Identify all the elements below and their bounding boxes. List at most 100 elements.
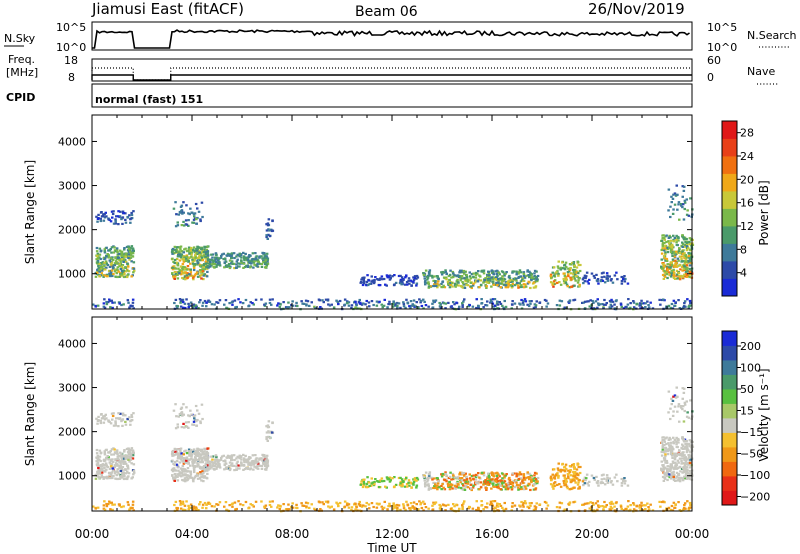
velocity-cell — [604, 505, 607, 508]
velocity-cell — [131, 503, 135, 506]
velocity-cell — [556, 472, 559, 475]
velocity-cell — [195, 465, 198, 468]
velocity-cell — [667, 390, 671, 393]
power-cell — [478, 286, 481, 289]
power-cell — [670, 245, 673, 248]
velocity-cell — [620, 477, 623, 481]
power-cell — [526, 303, 529, 306]
velocity-cell — [126, 501, 130, 504]
velocity-cell — [573, 472, 576, 475]
velocity-cell — [130, 413, 133, 417]
power-cell — [426, 276, 430, 279]
velocity-cell — [291, 502, 294, 505]
power-cell — [246, 258, 250, 262]
power-cell — [604, 303, 607, 306]
velocity-cell — [127, 458, 130, 461]
velocity-cell — [179, 407, 183, 410]
velocity-cell — [216, 464, 219, 467]
velocity-cell — [505, 484, 509, 487]
station-title: Jiamusi East (fitACF) — [91, 0, 244, 18]
velocity-cell — [201, 456, 204, 459]
velocity-cell — [487, 472, 490, 475]
power-cell — [597, 282, 600, 285]
velocity-cell — [114, 422, 117, 425]
velocity-cell — [572, 477, 575, 480]
power-cell — [116, 275, 119, 279]
power-cell — [686, 256, 690, 259]
power-cell — [193, 259, 196, 262]
power-cell — [562, 279, 566, 282]
velocity-cell — [441, 472, 445, 476]
power-cell — [120, 303, 123, 307]
power-cell — [688, 273, 692, 276]
power-cell — [511, 300, 514, 303]
power-cell — [113, 246, 116, 249]
power-cell — [108, 298, 111, 301]
power-cell — [173, 275, 177, 278]
velocity-cell — [511, 502, 514, 505]
velocity-cell — [256, 460, 259, 463]
velocity-cell — [251, 504, 254, 507]
velocity-cell — [534, 508, 537, 511]
velocity-cell — [465, 476, 468, 479]
power-cell — [105, 246, 108, 249]
velocity-cell — [240, 462, 243, 465]
power-cell — [687, 252, 690, 255]
velocity-cell — [105, 464, 108, 467]
power-cell — [439, 303, 442, 306]
power-cell — [673, 304, 676, 307]
colorbar-swatch — [722, 243, 737, 262]
power-cell — [665, 259, 669, 262]
velocity-cell — [670, 474, 673, 477]
power-cell — [432, 284, 435, 288]
velocity-cell — [111, 467, 115, 470]
power-cell — [572, 299, 575, 302]
power-cell — [268, 235, 272, 238]
colorbar-swatch — [722, 191, 737, 209]
power-cell — [375, 304, 379, 307]
velocity-cell — [482, 471, 485, 474]
power-cell — [549, 273, 553, 276]
power-cell — [179, 256, 183, 259]
velocity-cell — [665, 459, 669, 463]
velocity-cell — [113, 448, 116, 451]
velocity-cell — [129, 455, 133, 458]
velocity-cell — [264, 468, 267, 471]
power-cell — [620, 275, 623, 279]
velocity-cell — [129, 423, 132, 426]
power-cell — [178, 210, 182, 214]
power-cell — [667, 188, 671, 191]
velocity-cell — [96, 454, 100, 457]
velocity-cell — [172, 409, 176, 412]
power-cell — [434, 284, 438, 287]
power-cell — [424, 269, 428, 272]
velocity-cell — [505, 473, 508, 476]
velocity-cell — [179, 450, 182, 453]
velocity-cell — [265, 437, 268, 441]
velocity-cell — [116, 477, 119, 481]
velocity-cell — [517, 486, 520, 489]
velocity-cell — [577, 481, 580, 484]
velocity-cell — [178, 412, 182, 416]
velocity-cell — [681, 447, 684, 450]
velocity-cell — [301, 504, 304, 507]
power-cell — [173, 258, 177, 262]
power-cell — [173, 245, 177, 248]
velocity-cell — [181, 465, 185, 468]
velocity-cell — [433, 485, 436, 488]
velocity-cell — [111, 503, 114, 506]
power-cell — [227, 262, 231, 266]
power-cell — [640, 302, 644, 305]
power-cell — [588, 305, 591, 308]
power-cell — [267, 233, 270, 236]
velocity-cell — [646, 502, 649, 505]
power-cell — [105, 303, 109, 306]
power-cell — [564, 277, 567, 280]
power-cell — [574, 271, 578, 274]
velocity-cell — [524, 487, 528, 490]
power-cell — [284, 306, 288, 309]
power-cell — [573, 264, 576, 267]
velocity-cell — [636, 504, 639, 507]
velocity-cell — [557, 462, 560, 465]
velocity-cell — [533, 471, 537, 474]
